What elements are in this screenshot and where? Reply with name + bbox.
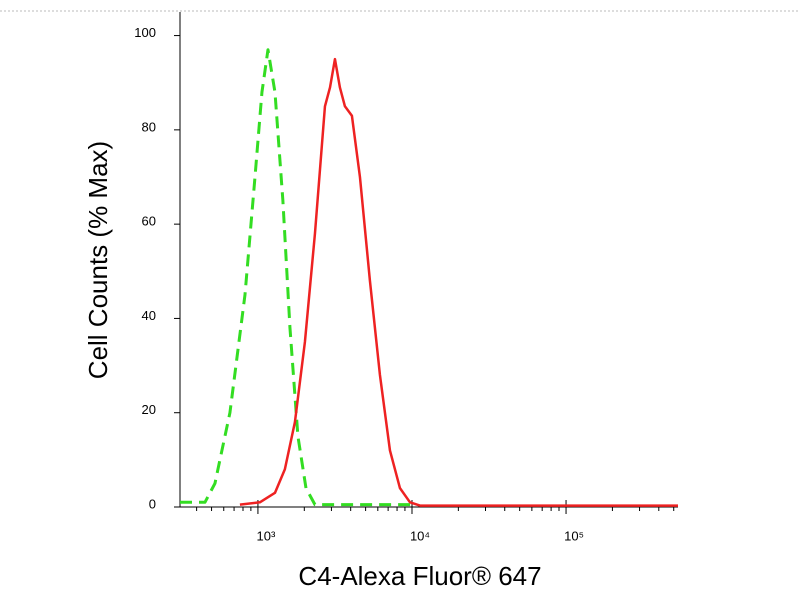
x-tick-label: 10⁴ (410, 528, 430, 543)
x-tick-label: 10³ (257, 528, 276, 543)
histogram-line (239, 57, 678, 507)
x-tick-label: 10⁵ (564, 528, 584, 543)
histogram-line (180, 48, 412, 507)
y-axis-title: Cell Counts (% Max) (83, 141, 113, 379)
y-tick-label: 40 (142, 308, 156, 323)
y-tick-label: 100 (134, 25, 156, 40)
y-tick-label: 80 (142, 119, 156, 134)
y-tick-label: 60 (142, 214, 156, 229)
x-axis-title: C4-Alexa Fluor® 647 (298, 561, 541, 591)
y-tick-label: 20 (142, 402, 156, 417)
y-tick-label: 0 (149, 496, 156, 511)
